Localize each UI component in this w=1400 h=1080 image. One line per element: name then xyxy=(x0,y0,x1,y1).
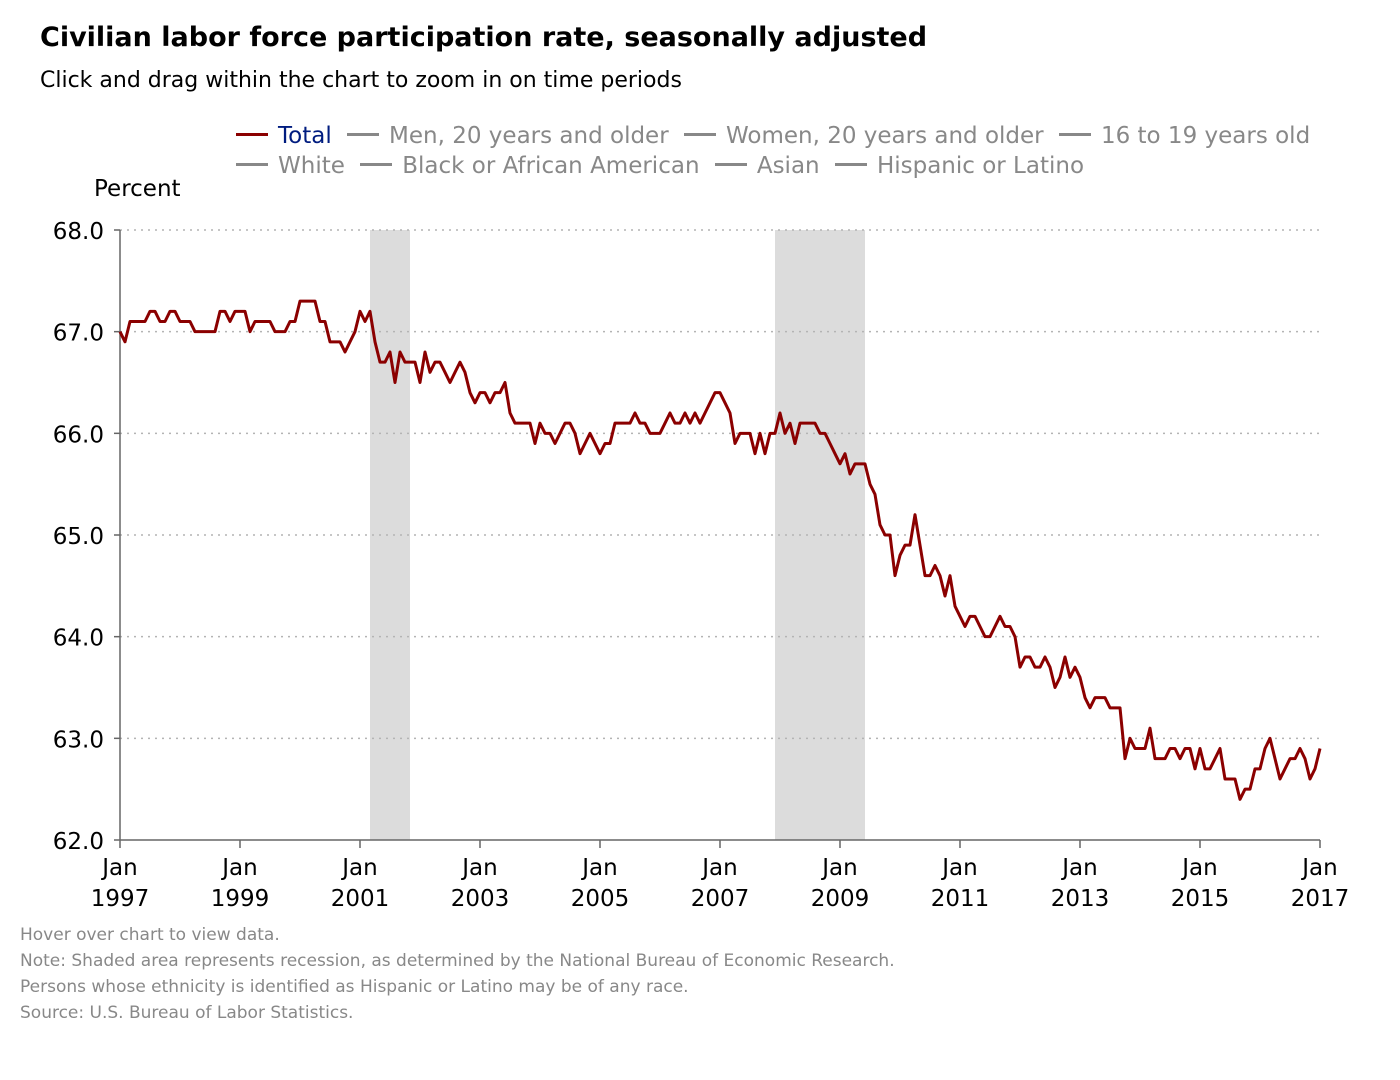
legend-item-total[interactable]: Total xyxy=(236,121,332,151)
legend-row-1: Total Men, 20 years and older Women, 20 … xyxy=(236,121,1310,151)
legend-label: Asian xyxy=(756,153,820,179)
x-tick-label-month: Jan xyxy=(820,855,857,881)
x-tick-label-year: 2003 xyxy=(451,886,510,912)
legend-item-men[interactable]: Men, 20 years and older xyxy=(347,121,669,151)
legend-label: Hispanic or Latino xyxy=(876,153,1085,179)
legend-label: Women, 20 years and older xyxy=(725,123,1044,149)
x-tick-label-month: Jan xyxy=(940,855,977,881)
legend-item-black[interactable]: Black or African American xyxy=(360,151,700,181)
legend-swatch xyxy=(714,163,747,166)
x-tick-label-year: 2005 xyxy=(571,886,630,912)
chart-subtitle: Click and drag within the chart to zoom … xyxy=(40,68,682,93)
x-tick-label-month: Jan xyxy=(1060,855,1097,881)
legend-label: Total xyxy=(278,123,332,149)
legend-label: 16 to 19 years old xyxy=(1100,123,1311,149)
x-tick-label-month: Jan xyxy=(580,855,617,881)
legend-item-women[interactable]: Women, 20 years and older xyxy=(683,121,1044,151)
legend-swatch xyxy=(834,163,867,166)
legend-swatch xyxy=(360,163,393,166)
legend: Total Men, 20 years and older Women, 20 … xyxy=(236,121,1310,181)
x-tick-label-year: 2017 xyxy=(1291,886,1350,912)
legend-swatch xyxy=(236,163,268,166)
legend-swatch xyxy=(347,133,380,136)
chart-title: Civilian labor force participation rate,… xyxy=(40,22,928,53)
x-tick-label-month: Jan xyxy=(1180,855,1217,881)
legend-label: Men, 20 years and older xyxy=(389,123,669,149)
legend-item-white[interactable]: White xyxy=(236,151,345,181)
x-tick-label-year: 2015 xyxy=(1171,886,1230,912)
x-tick-label-year: 1997 xyxy=(91,886,150,912)
legend-swatch xyxy=(236,133,268,136)
y-tick-label: 64.0 xyxy=(53,626,104,652)
x-tick-label-month: Jan xyxy=(1300,855,1337,881)
y-tick-label: 62.0 xyxy=(53,829,104,855)
recession-band xyxy=(370,230,410,840)
y-tick-label: 65.0 xyxy=(53,524,104,550)
source-note: Source: U.S. Bureau of Labor Statistics. xyxy=(20,1003,354,1023)
line-chart[interactable]: 62.0 63.0 64.0 65.0 66.0 67.0 68.0 Jan 1997 Jan 19… xyxy=(0,0,1400,920)
x-tick-label-year: 2009 xyxy=(811,886,870,912)
x-tick-label-year: 2007 xyxy=(691,886,750,912)
legend-label: White xyxy=(278,153,345,179)
legend-row-2: White Black or African American Asian Hi… xyxy=(236,151,1296,181)
legend-item-asian[interactable]: Asian xyxy=(714,151,820,181)
y-axis-label: Percent xyxy=(94,176,181,202)
legend-swatch xyxy=(683,133,716,136)
legend-item-16-to-19[interactable]: 16 to 19 years old xyxy=(1058,121,1311,151)
x-tick-label-month: Jan xyxy=(100,855,137,881)
x-tick-label-month: Jan xyxy=(700,855,737,881)
legend-label: Black or African American xyxy=(402,153,700,179)
legend-swatch xyxy=(1058,133,1091,136)
x-tick-label-year: 2001 xyxy=(331,886,390,912)
x-tick-label-month: Jan xyxy=(460,855,497,881)
y-tick-label: 67.0 xyxy=(53,321,104,347)
ethnicity-note: Persons whose ethnicity is identified as… xyxy=(20,977,689,997)
hover-note: Hover over chart to view data. xyxy=(20,925,280,945)
x-tick-label-year: 2011 xyxy=(931,886,990,912)
x-tick-label-year: 2013 xyxy=(1051,886,1110,912)
x-tick-label-month: Jan xyxy=(220,855,257,881)
x-tick-label-year: 1999 xyxy=(211,886,270,912)
legend-item-hispanic[interactable]: Hispanic or Latino xyxy=(834,151,1085,181)
x-tick-label-month: Jan xyxy=(340,855,377,881)
y-tick-label: 66.0 xyxy=(53,422,104,448)
recession-note: Note: Shaded area represents recession, … xyxy=(20,951,895,971)
chart-notes: Hover over chart to view data. Note: Sha… xyxy=(20,922,895,1026)
y-tick-label: 68.0 xyxy=(53,219,104,245)
y-tick-label: 63.0 xyxy=(53,727,104,753)
series-line-total[interactable] xyxy=(118,299,1322,801)
